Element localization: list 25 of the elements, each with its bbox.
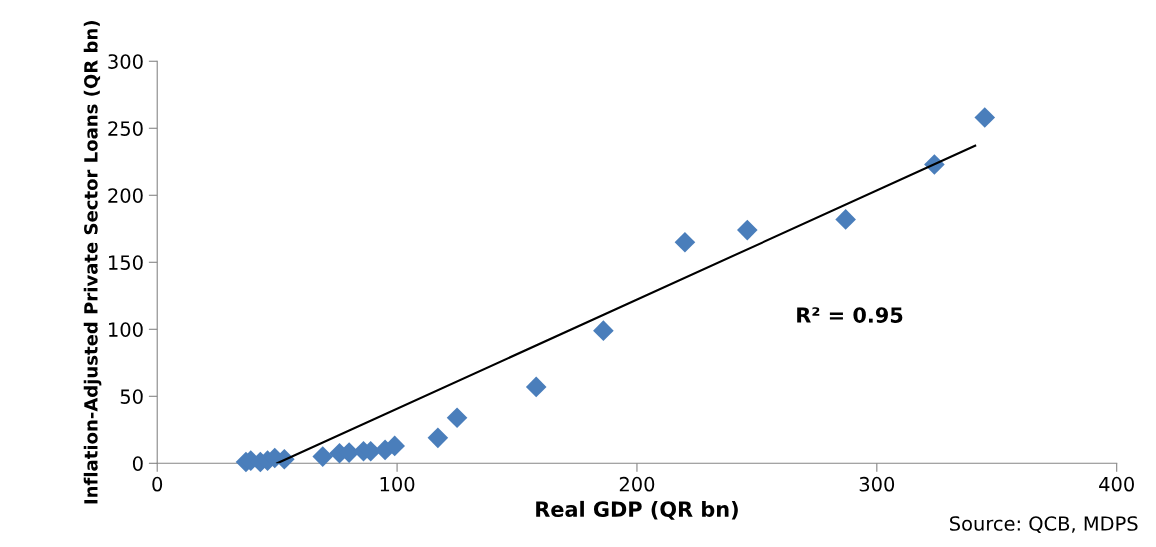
y-tick-label: 50 xyxy=(120,389,143,404)
y-tick-label: 150 xyxy=(109,255,143,270)
y-tick-label: 0 xyxy=(132,456,143,471)
point xyxy=(593,320,614,341)
x-tick-label: 400 xyxy=(1099,476,1134,492)
point xyxy=(312,446,334,467)
point xyxy=(974,107,996,128)
point xyxy=(446,407,468,429)
annotation: R² = 0.95 xyxy=(797,307,903,323)
y-tick-label: 100 xyxy=(109,322,143,337)
x-axis-title: Real GDP (QR bn) xyxy=(536,500,738,520)
point xyxy=(674,231,696,253)
y-axis-title: Inflation-Adjusted Private Sector Loans (QR bn) xyxy=(83,21,102,504)
x-tick-label: 100 xyxy=(380,476,415,492)
point xyxy=(737,219,758,241)
point xyxy=(525,376,547,398)
point xyxy=(427,427,449,449)
x-tick-label: 0 xyxy=(152,476,163,492)
point xyxy=(835,209,856,230)
y-tick-label: 250 xyxy=(108,121,143,136)
x-tick-label: 200 xyxy=(619,476,655,492)
y-tick-label: 300 xyxy=(108,54,143,69)
source-note: Source: QCB, MDPS xyxy=(950,516,1138,534)
x-tick-label: 300 xyxy=(859,476,895,492)
y-tick-label: 200 xyxy=(108,188,143,203)
